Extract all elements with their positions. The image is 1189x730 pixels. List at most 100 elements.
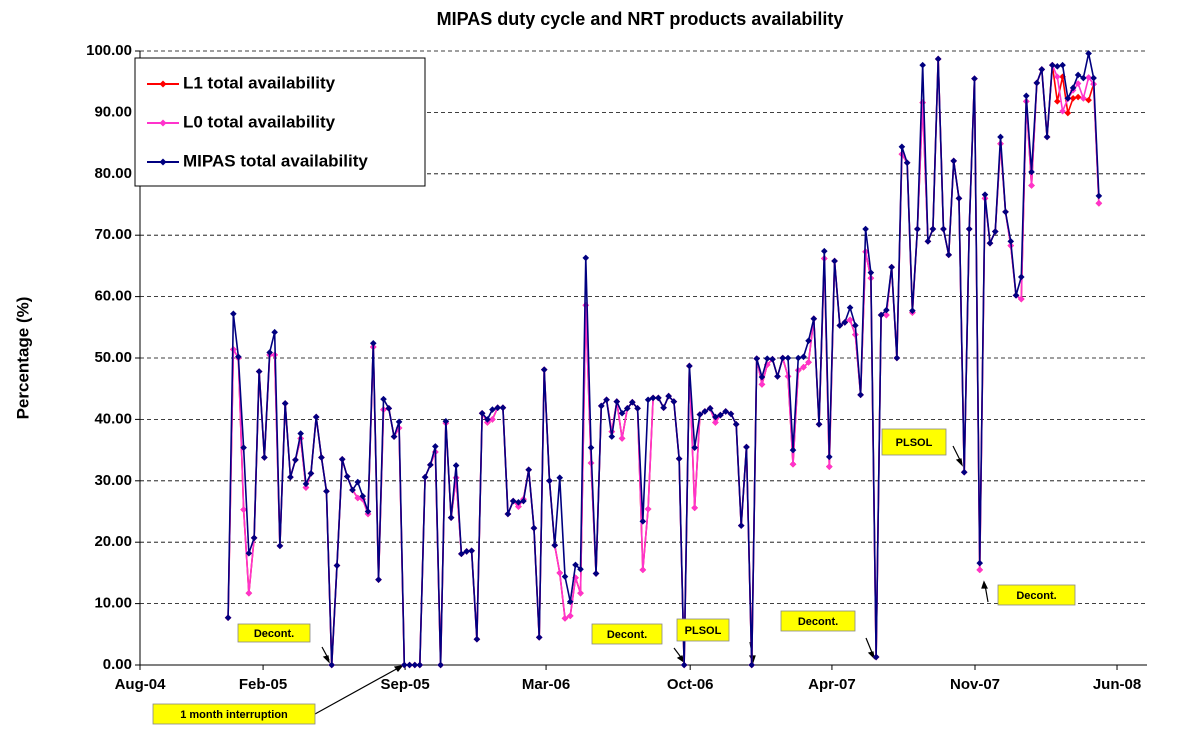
- data-point: [789, 460, 797, 468]
- legend-marker: [159, 158, 167, 166]
- data-point: [463, 548, 470, 555]
- data-point: [976, 566, 984, 574]
- data-point: [287, 473, 294, 481]
- x-tick-label: Oct-06: [667, 676, 714, 693]
- y-tick-label: 90.00: [94, 103, 132, 120]
- chart-title: MIPAS duty cycle and NRT products availa…: [437, 9, 844, 29]
- data-point: [406, 661, 413, 669]
- data-point: [831, 257, 838, 265]
- data-point: [722, 408, 729, 415]
- data-point: [644, 396, 652, 404]
- x-tick-label: Aug-04: [115, 676, 166, 693]
- data-point: [307, 470, 315, 477]
- data-point: [1054, 73, 1061, 81]
- data-point: [312, 413, 320, 421]
- data-point: [997, 133, 1004, 141]
- data-point: [826, 453, 833, 461]
- data-point: [577, 589, 584, 597]
- data-point: [566, 612, 574, 620]
- y-tick-label: 50.00: [94, 349, 132, 366]
- data-point: [976, 559, 984, 567]
- data-point: [411, 661, 419, 669]
- data-point: [846, 304, 854, 311]
- data-point: [660, 404, 667, 412]
- data-point: [758, 373, 766, 381]
- data-point: [691, 504, 698, 512]
- annotation-box: [881, 428, 947, 456]
- x-tick-label: Sep-05: [380, 676, 429, 693]
- data-point: [1064, 109, 1072, 117]
- data-point: [986, 239, 994, 247]
- y-tick-label: 10.00: [94, 595, 132, 612]
- data-point: [592, 570, 600, 577]
- data-point: [250, 534, 258, 542]
- data-point: [929, 225, 937, 233]
- y-tick-label: 30.00: [94, 472, 132, 489]
- data-point: [981, 191, 989, 198]
- data-point: [535, 634, 543, 641]
- data-point: [1049, 61, 1056, 69]
- data-point: [540, 366, 548, 373]
- data-point: [919, 61, 926, 69]
- data-point: [577, 565, 584, 573]
- data-point: [800, 353, 807, 361]
- annotation-box: [237, 623, 311, 643]
- data-point: [509, 497, 517, 505]
- data-point: [1090, 74, 1097, 82]
- annotation-text: PLSOL: [685, 625, 722, 637]
- data-point: [841, 319, 849, 326]
- annotation-box: [591, 623, 663, 645]
- data-point: [618, 435, 626, 442]
- data-point: [774, 373, 781, 380]
- data-point: [748, 661, 756, 669]
- x-tick-label: Feb-05: [239, 676, 287, 693]
- data-point: [364, 508, 372, 515]
- data-point: [934, 55, 942, 63]
- data-point: [245, 549, 253, 557]
- data-point: [452, 462, 460, 469]
- data-point: [743, 443, 750, 451]
- legend-marker: [159, 80, 167, 88]
- annotation-box: [997, 584, 1076, 606]
- data-point: [800, 363, 807, 371]
- data-point: [489, 416, 496, 423]
- data-point: [649, 394, 657, 402]
- data-point: [753, 355, 761, 362]
- data-point: [779, 354, 787, 362]
- data-point: [478, 409, 486, 417]
- data-point: [608, 433, 616, 440]
- data-point: [292, 456, 299, 464]
- x-tick-label: Mar-06: [522, 676, 570, 693]
- data-point: [898, 143, 906, 151]
- annotation-text: Decont.: [1016, 590, 1056, 602]
- annotation-text: 1 month interruption: [180, 709, 288, 721]
- data-point: [484, 416, 491, 423]
- data-point: [794, 354, 802, 362]
- data-point: [950, 157, 958, 165]
- data-point: [302, 484, 310, 491]
- annotation-text: Decont.: [607, 629, 647, 641]
- data-point: [276, 542, 284, 550]
- data-point: [634, 405, 641, 412]
- data-point: [914, 225, 921, 233]
- x-tick-label: Jun-08: [1093, 676, 1141, 693]
- data-point: [655, 394, 662, 402]
- data-point: [1085, 74, 1092, 81]
- data-point: [991, 228, 999, 235]
- data-point: [1080, 94, 1087, 102]
- data-point: [597, 402, 605, 410]
- data-point: [686, 362, 693, 370]
- data-point: [437, 661, 444, 669]
- data-point: [1017, 273, 1025, 281]
- x-tick-label: Nov-07: [950, 676, 1000, 693]
- data-point: [603, 396, 610, 404]
- data-point: [520, 497, 527, 505]
- data-point: [696, 411, 704, 418]
- data-point: [852, 322, 859, 329]
- data-point: [416, 661, 424, 669]
- data-point: [504, 510, 512, 518]
- data-point: [458, 550, 465, 558]
- data-point: [582, 254, 590, 262]
- data-point: [432, 443, 439, 450]
- data-point: [624, 405, 631, 412]
